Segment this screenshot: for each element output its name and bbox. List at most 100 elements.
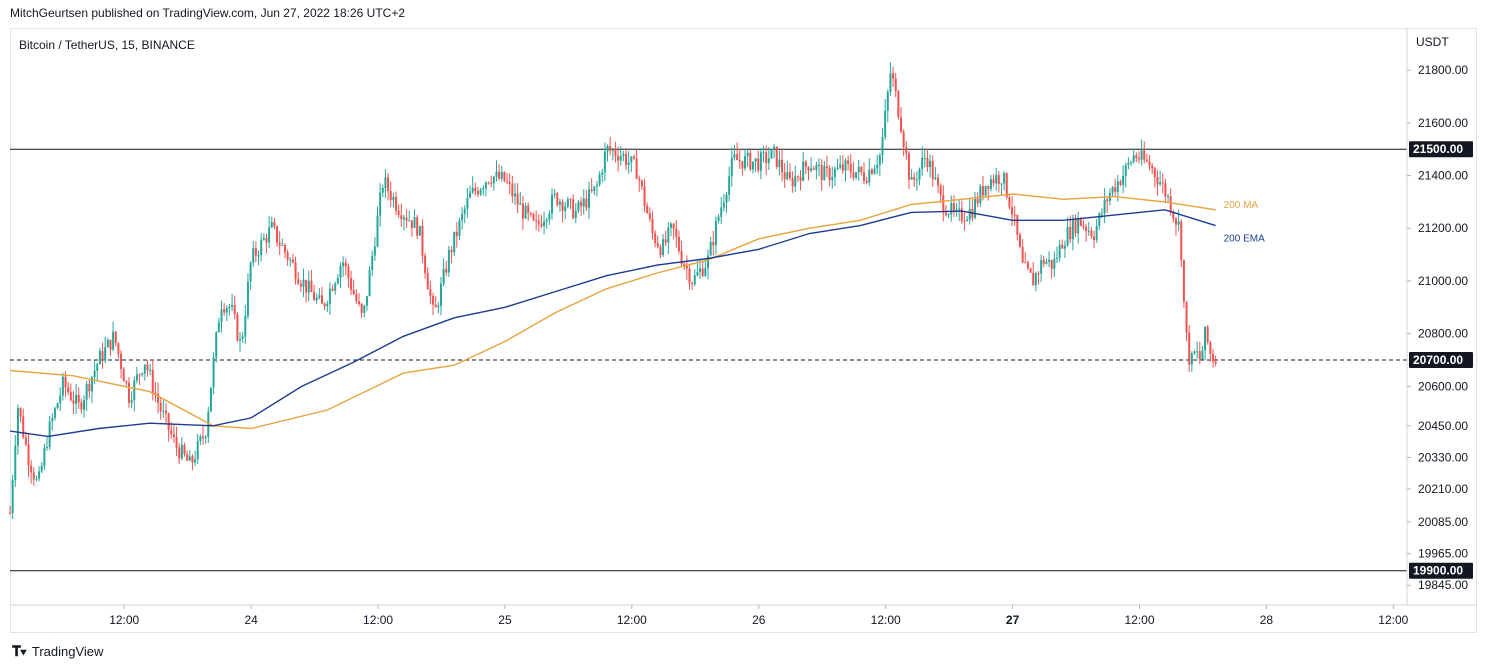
candle-body (720, 207, 723, 217)
candle-body (672, 223, 675, 229)
candle-body (516, 193, 519, 205)
candle-body (923, 157, 926, 159)
candle-body (796, 176, 799, 178)
candle-body (810, 168, 813, 171)
candle-body (11, 479, 14, 513)
y-tick-label: 19845.00 (1418, 578, 1468, 592)
candle-body (1153, 168, 1156, 178)
candle-body (389, 190, 392, 201)
candle-body (831, 176, 834, 181)
candle-body (83, 399, 86, 410)
candle-body (1188, 332, 1191, 365)
candle-body (154, 392, 157, 394)
candle-body (1100, 213, 1103, 215)
candle-body (595, 184, 598, 187)
y-tick-label: 21800.00 (1418, 63, 1468, 77)
candle-body (313, 291, 316, 301)
candle-body (64, 376, 67, 388)
candle-body (476, 191, 479, 195)
y-tick-label: 21200.00 (1418, 221, 1468, 235)
y-tick-label: 21000.00 (1418, 274, 1468, 288)
candle-body (564, 206, 567, 212)
candle-body (870, 169, 873, 174)
candle-body (765, 152, 768, 164)
candle-body (1029, 268, 1032, 273)
legend-label: 200 EMA (1224, 234, 1265, 245)
candle-body (1140, 150, 1143, 160)
candle-body (196, 440, 199, 460)
candle-body (90, 377, 93, 392)
candle-body (9, 512, 11, 514)
candle-body (905, 147, 908, 154)
candle-body (1161, 182, 1164, 184)
candle-body (627, 162, 630, 166)
candle-body (328, 288, 331, 304)
candle-body (915, 179, 918, 181)
candle-body (717, 216, 720, 221)
candle-body (133, 380, 136, 401)
candle-body (741, 161, 744, 169)
candle-body (212, 357, 215, 388)
x-tick-label: 27 (1006, 613, 1020, 627)
candle-body (265, 238, 268, 243)
candle-body (757, 158, 760, 171)
candle-body (865, 180, 868, 183)
candle-body (622, 153, 625, 156)
footer-brand[interactable]: 𝐓▾ TradingView (12, 643, 103, 660)
candle-body (857, 166, 860, 173)
candle-body (778, 159, 781, 167)
candle-body (1114, 187, 1117, 192)
candle-body (662, 239, 665, 256)
candle-body (1148, 161, 1151, 167)
candle-body (521, 203, 524, 219)
y-tick-label: 20330.00 (1418, 450, 1468, 464)
candle-body (159, 402, 162, 412)
level-tag (1409, 141, 1473, 158)
series-line-200-ema (9, 209, 1216, 438)
candle-body (907, 153, 910, 180)
candle-body (654, 233, 657, 244)
y-tick-label: 20085.00 (1418, 515, 1468, 529)
candle-body (1021, 246, 1024, 263)
candle-body (1063, 245, 1066, 249)
candle-body (323, 303, 326, 307)
candle-body (1119, 181, 1122, 185)
candle-body (1135, 155, 1138, 159)
candle-body (669, 223, 672, 228)
candle-body (254, 248, 257, 256)
candle-body (1103, 199, 1106, 214)
candle-body (183, 444, 186, 455)
candle-body (1079, 217, 1082, 226)
candle-body (823, 166, 826, 181)
candle-body (484, 182, 487, 189)
candle-body (1048, 259, 1051, 262)
candle-body (331, 288, 334, 291)
candle-body (294, 262, 297, 280)
candle-body (802, 161, 805, 181)
candle-body (894, 78, 897, 92)
brand-label: TradingView (31, 644, 104, 659)
candle-body (466, 197, 469, 209)
candle-body (643, 186, 646, 206)
price-axis: USDT 21800.00 21600.00 21400.00 21200.00 2100… (1406, 28, 1468, 605)
candle-body (614, 150, 617, 157)
candle-body (1074, 219, 1077, 234)
candle-body (617, 156, 620, 161)
candle-body (1093, 236, 1096, 241)
candle-body (469, 192, 472, 198)
candle-body (67, 387, 70, 393)
candle-body (1024, 262, 1027, 264)
horizontal-levels: 21500.00 20700.00 19900.00 (10, 141, 1473, 579)
candle-body (868, 169, 871, 183)
candle-body (825, 166, 828, 169)
candle-body (606, 146, 609, 152)
candle-body (1071, 219, 1074, 240)
candle-body (844, 160, 847, 171)
candle-body (762, 152, 765, 154)
candle-body (19, 407, 22, 417)
candle-body (683, 263, 686, 266)
candle-body (849, 163, 852, 173)
candle-body (1130, 162, 1133, 164)
candle-body (1174, 218, 1177, 225)
